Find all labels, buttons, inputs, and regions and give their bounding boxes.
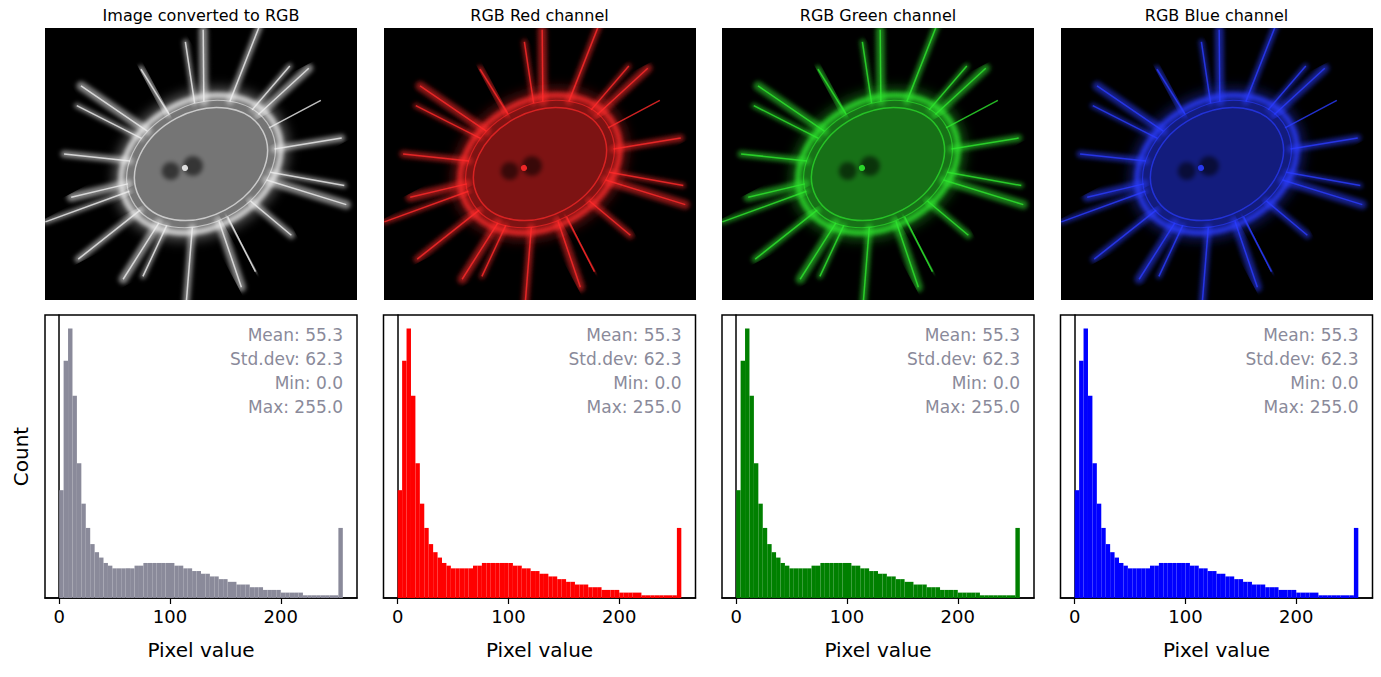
svg-text:100: 100 bbox=[830, 606, 864, 627]
svg-text:Min: 0.0: Min: 0.0 bbox=[613, 373, 681, 393]
svg-text:Min: 0.0: Min: 0.0 bbox=[1290, 373, 1358, 393]
svg-text:100: 100 bbox=[1168, 606, 1202, 627]
svg-text:Mean: 55.3: Mean: 55.3 bbox=[586, 325, 681, 345]
svg-text:0: 0 bbox=[53, 606, 64, 627]
svg-text:Max: 255.0: Max: 255.0 bbox=[587, 397, 682, 417]
svg-text:Pixel value: Pixel value bbox=[486, 638, 593, 662]
svg-text:Min: 0.0: Min: 0.0 bbox=[275, 373, 343, 393]
svg-text:Pixel value: Pixel value bbox=[1163, 638, 1270, 662]
svg-text:100: 100 bbox=[153, 606, 187, 627]
svg-text:100: 100 bbox=[491, 606, 525, 627]
svg-text:Pixel value: Pixel value bbox=[824, 638, 931, 662]
svg-text:Std.dev: 62.3: Std.dev: 62.3 bbox=[568, 349, 681, 369]
svg-text:Count: Count bbox=[9, 427, 33, 487]
svg-text:Max: 255.0: Max: 255.0 bbox=[925, 397, 1020, 417]
svg-text:Image converted to RGB: Image converted to RGB bbox=[103, 6, 300, 25]
svg-text:0: 0 bbox=[730, 606, 741, 627]
svg-text:0: 0 bbox=[1069, 606, 1080, 627]
svg-text:RGB Green channel: RGB Green channel bbox=[800, 6, 956, 25]
svg-text:Mean: 55.3: Mean: 55.3 bbox=[248, 325, 343, 345]
svg-text:Max: 255.0: Max: 255.0 bbox=[248, 397, 343, 417]
svg-text:200: 200 bbox=[1279, 606, 1313, 627]
svg-text:200: 200 bbox=[941, 606, 975, 627]
svg-text:Std.dev: 62.3: Std.dev: 62.3 bbox=[907, 349, 1020, 369]
svg-text:200: 200 bbox=[602, 606, 636, 627]
svg-text:200: 200 bbox=[264, 606, 298, 627]
svg-text:Mean: 55.3: Mean: 55.3 bbox=[925, 325, 1020, 345]
svg-text:RGB Blue channel: RGB Blue channel bbox=[1145, 6, 1288, 25]
svg-text:0: 0 bbox=[392, 606, 403, 627]
svg-text:Max: 255.0: Max: 255.0 bbox=[1264, 397, 1359, 417]
svg-text:Std.dev: 62.3: Std.dev: 62.3 bbox=[230, 349, 343, 369]
svg-text:Mean: 55.3: Mean: 55.3 bbox=[1263, 325, 1358, 345]
svg-text:Std.dev: 62.3: Std.dev: 62.3 bbox=[1245, 349, 1358, 369]
svg-text:RGB Red channel: RGB Red channel bbox=[470, 6, 608, 25]
svg-text:Pixel value: Pixel value bbox=[147, 638, 254, 662]
svg-text:Min: 0.0: Min: 0.0 bbox=[952, 373, 1020, 393]
